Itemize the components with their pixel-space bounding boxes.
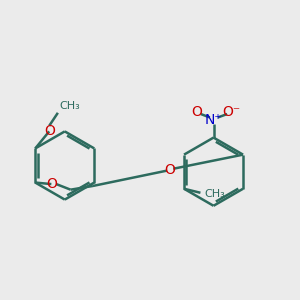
Text: O⁻: O⁻ — [222, 105, 241, 119]
Text: O: O — [164, 163, 175, 177]
Text: CH₃: CH₃ — [59, 101, 80, 111]
Text: N⁺: N⁺ — [205, 112, 222, 127]
Text: O: O — [44, 124, 55, 138]
Text: O: O — [46, 177, 57, 191]
Text: O: O — [191, 105, 202, 119]
Text: CH₃: CH₃ — [205, 189, 225, 199]
